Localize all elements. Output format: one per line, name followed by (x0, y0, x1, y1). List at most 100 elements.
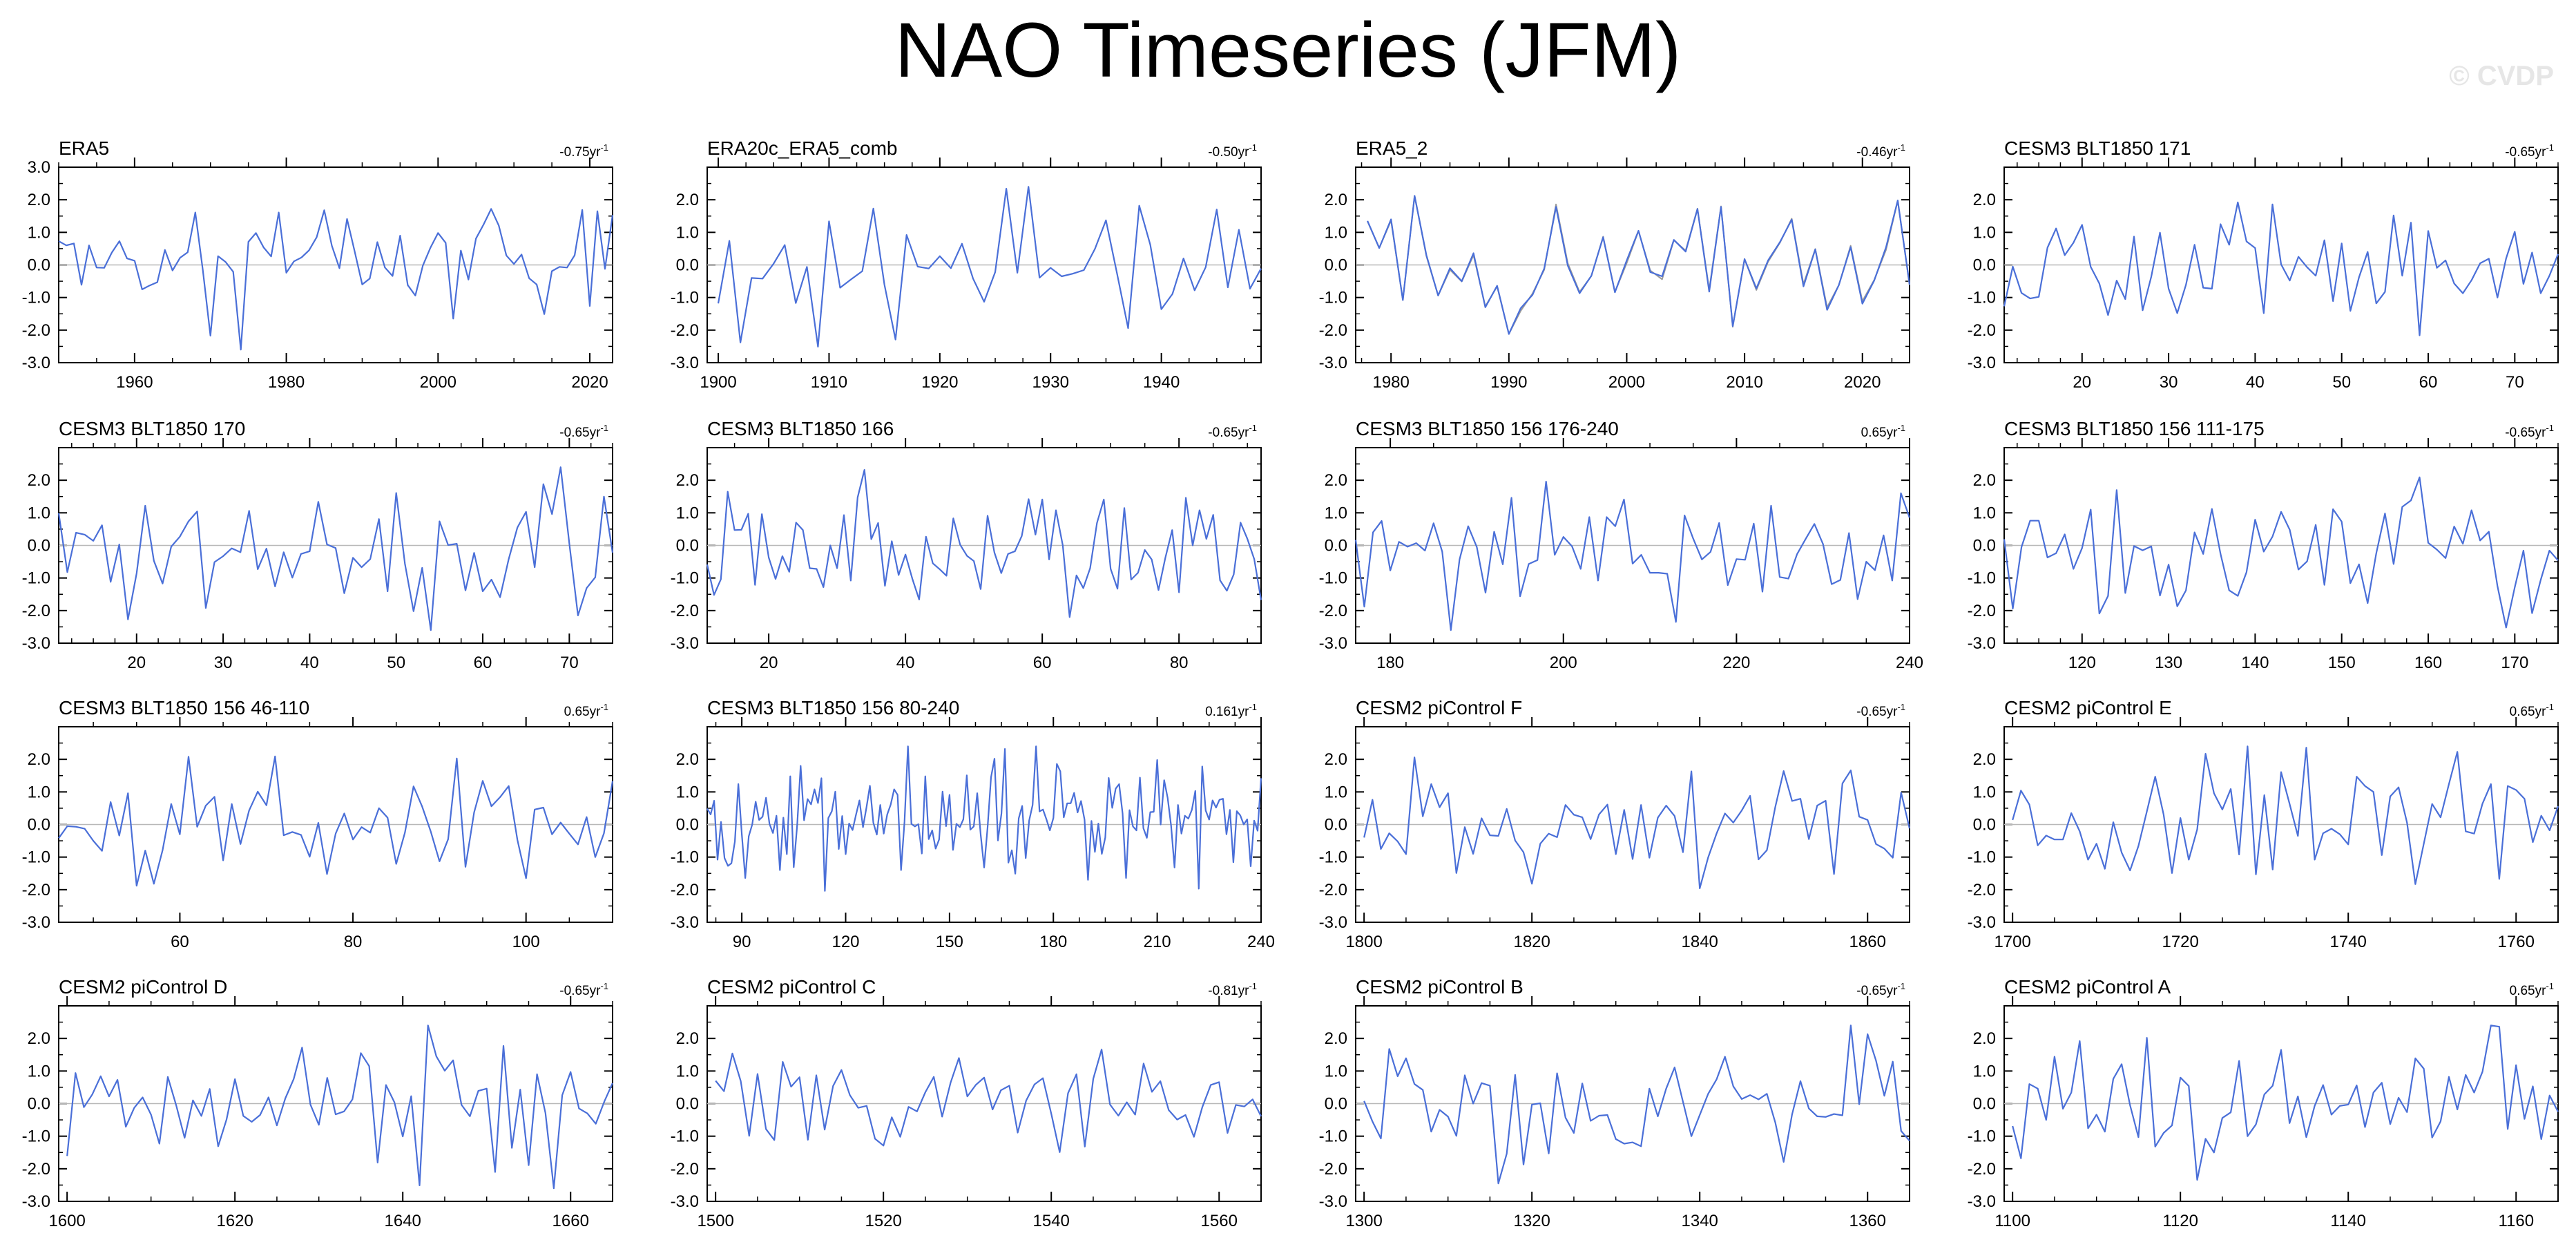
y-tick-label: 0.0 (1973, 1095, 1996, 1114)
panel-trend: -0.65yr-1 (559, 981, 608, 998)
panel-trend: 0.65yr-1 (1861, 423, 1905, 440)
y-tick-label: 2.0 (28, 750, 50, 769)
x-tick-label: 1620 (216, 1212, 253, 1230)
y-tick-label: -2.0 (22, 602, 50, 620)
nao-series-line (2003, 201, 2559, 336)
x-tick-label: 50 (387, 654, 405, 672)
x-tick-label: 1500 (697, 1212, 733, 1230)
nao-series-line (715, 1049, 1262, 1153)
y-tick-label: -2.0 (1968, 321, 1996, 340)
nao-panel: CESM3 BLT1850 156 176-240 0.65yr-1 2.0 1.0 0… (1319, 418, 1923, 672)
y-tick-label: -2.0 (22, 321, 50, 340)
nao-series-line (1363, 756, 1911, 890)
nao-series-line (1354, 480, 1911, 631)
nao-series-line (707, 745, 1262, 892)
y-tick-label: -2.0 (1319, 321, 1347, 340)
x-tick-label: 30 (214, 654, 233, 672)
y-tick-label: -2.0 (1319, 602, 1347, 620)
x-tick-label: 70 (2506, 373, 2524, 392)
x-tick-label: 2000 (1608, 373, 1645, 392)
x-tick-label: 1720 (2162, 933, 2198, 951)
panel-title: CESM2 piControl B (1356, 976, 1524, 998)
y-tick-label: 1.0 (676, 783, 699, 801)
y-tick-label: 2.0 (676, 750, 699, 769)
x-tick-label: 180 (1039, 933, 1067, 951)
nao-series-line (58, 755, 614, 887)
nao-panel: CESM2 piControl D -0.65yr-1 2.0 1.0 0.0 -1.0 -… (22, 976, 614, 1230)
y-tick-label: -3.0 (1319, 634, 1347, 653)
y-tick-label: 1.0 (676, 504, 699, 522)
panel-trend: -0.65yr-1 (2505, 142, 2554, 160)
y-tick-label: 2.0 (28, 191, 50, 209)
cvdp-watermark: © CVDP (2449, 61, 2554, 91)
nao-series-line (717, 186, 1262, 347)
y-tick-label: -2.0 (1968, 1160, 1996, 1179)
panel-trend: -0.65yr-1 (1856, 981, 1905, 998)
y-tick-label: 2.0 (28, 471, 50, 490)
nao-panel: CESM2 piControl C -0.81yr-1 2.0 1.0 0.0 -1.0 -… (671, 976, 1262, 1230)
x-tick-label: 1540 (1033, 1212, 1070, 1230)
x-tick-label: 1700 (1994, 933, 2030, 951)
x-tick-label: 1960 (116, 373, 153, 392)
y-tick-label: 1.0 (676, 1062, 699, 1080)
x-tick-label: 160 (2414, 654, 2442, 672)
nao-series-line (706, 468, 1262, 618)
panel-title: ERA5 (59, 137, 109, 159)
y-tick-label: 0.0 (676, 256, 699, 275)
x-tick-label: 210 (1144, 933, 1171, 951)
x-tick-label: 1660 (552, 1212, 589, 1230)
y-tick-label: 1.0 (28, 223, 50, 242)
nao-panel: CESM2 piControl B -0.65yr-1 2.0 1.0 0.0 -1.0 -… (1319, 976, 1910, 1230)
panel-trend: -0.65yr-1 (1208, 423, 1257, 440)
y-tick-label: -3.0 (1319, 913, 1347, 932)
x-tick-label: 70 (560, 654, 579, 672)
x-tick-label: 220 (1722, 654, 1750, 672)
y-tick-label: 1.0 (1325, 504, 1347, 522)
x-tick-label: 2020 (571, 373, 608, 392)
panel-title: CESM3 BLT1850 171 (2004, 137, 2191, 159)
panel-trend: -0.75yr-1 (559, 142, 608, 160)
x-tick-label: 1360 (1849, 1212, 1886, 1230)
panel-trend: -0.65yr-1 (559, 423, 608, 440)
panel-title: CESM3 BLT1850 156 111-175 (2004, 418, 2265, 439)
x-tick-label: 1920 (921, 373, 958, 392)
nao-panel: CESM3 BLT1850 171 -0.65yr-1 2.0 1.0 0.0 -1.0 -… (1968, 137, 2559, 392)
panel-trend: 0.161yr-1 (1205, 702, 1257, 719)
x-tick-label: 1910 (811, 373, 847, 392)
panel-trend: -0.46yr-1 (1856, 142, 1905, 160)
x-tick-label: 60 (171, 933, 189, 951)
nao-panel: CESM2 piControl E 0.65yr-1 2.0 1.0 0.0 -1.0 -2… (1968, 697, 2559, 951)
y-tick-label: 2.0 (1973, 471, 1996, 490)
y-tick-label: 1.0 (1973, 1062, 1996, 1080)
y-tick-label: -1.0 (1319, 1127, 1347, 1146)
y-tick-label: 2.0 (1973, 750, 1996, 769)
y-tick-label: -2.0 (22, 881, 50, 899)
y-tick-label: -2.0 (1968, 602, 1996, 620)
x-tick-label: 1120 (2162, 1212, 2198, 1230)
x-tick-label: 40 (2246, 373, 2265, 392)
x-tick-label: 120 (832, 933, 859, 951)
x-tick-label: 1320 (1513, 1212, 1550, 1230)
panel-trend: -0.65yr-1 (1856, 702, 1905, 719)
y-tick-label: 1.0 (1325, 223, 1347, 242)
y-tick-label: 2.0 (1973, 1029, 1996, 1048)
x-tick-label: 100 (512, 933, 540, 951)
nao-panel: CESM3 BLT1850 156 46-110 0.65yr-1 2.0 1.0 0.… (22, 697, 614, 951)
y-tick-label: 0.0 (28, 1095, 50, 1114)
panel-trend: -0.50yr-1 (1208, 142, 1257, 160)
x-tick-label: 80 (1170, 654, 1189, 672)
x-tick-label: 1820 (1513, 933, 1550, 951)
y-tick-label: -1.0 (22, 1127, 50, 1146)
y-tick-label: 0.0 (676, 1095, 699, 1114)
figure-title: NAO Timeseries (JFM) (894, 7, 1682, 93)
nao-series-line (58, 208, 614, 351)
y-tick-label: -1.0 (22, 848, 50, 867)
x-tick-label: 1990 (1490, 373, 1527, 392)
x-tick-label: 240 (1896, 654, 1923, 672)
y-tick-label: -3.0 (22, 1192, 50, 1211)
x-tick-label: 180 (1376, 654, 1404, 672)
x-tick-label: 1160 (2498, 1212, 2534, 1230)
nao-series-line (1363, 1024, 1910, 1185)
x-tick-label: 1100 (1995, 1212, 2030, 1230)
